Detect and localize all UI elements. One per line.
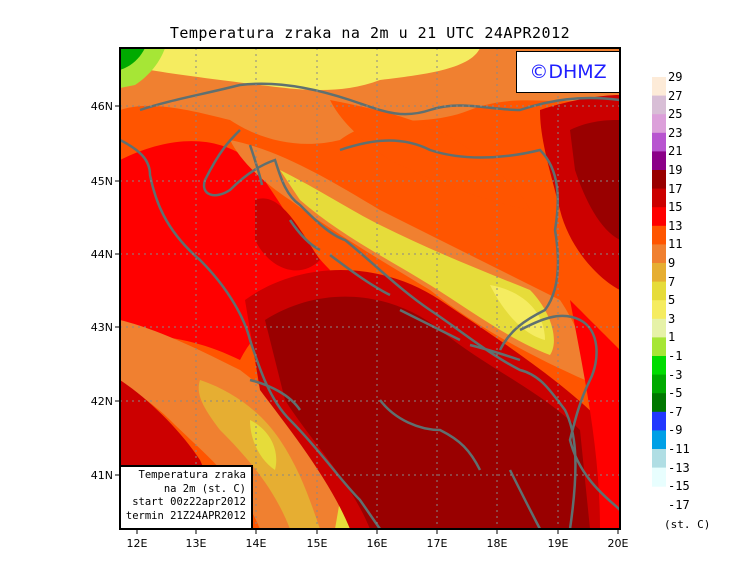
colorbar-label: 15	[668, 200, 683, 215]
colorbar-label: 17	[668, 181, 683, 196]
colorbar-swatch	[652, 170, 666, 190]
lat-tick-label: 45N	[91, 175, 113, 188]
coastline	[120, 82, 620, 529]
colorbar-units: (st. C)	[664, 518, 711, 531]
field-darkest-adriatic	[265, 296, 590, 529]
colorbar-label: 1	[668, 330, 676, 345]
field-green-dark	[120, 48, 145, 70]
colorbar-label: 19	[668, 163, 683, 177]
colorbar-label: 7	[668, 274, 676, 289]
gridlines	[120, 48, 620, 529]
colorbar-label: -1	[668, 349, 683, 363]
field-dinaric-yellow	[280, 170, 554, 355]
lon-tick-label: 16E	[367, 537, 388, 550]
colorbar-label: -5	[668, 386, 683, 401]
coast-albania	[379, 399, 542, 529]
field-dinaric-lightyellow	[490, 285, 545, 340]
lat-tick-label: 42N	[91, 395, 113, 408]
colorbar-label: 29	[668, 70, 683, 84]
lat-tick-label: 41N	[91, 469, 113, 482]
colorbar-swatch	[652, 188, 666, 208]
colorbar-swatch	[652, 77, 666, 97]
colorbar-label: -17	[668, 497, 690, 512]
field-yellow-north	[150, 48, 480, 90]
colorbar-swatch	[652, 318, 666, 338]
lon-tick-label: 13E	[186, 537, 207, 550]
colorbar	[652, 77, 666, 487]
border-north	[139, 82, 620, 116]
colorbar-label: -11	[668, 442, 690, 456]
colorbar-label: 13	[668, 218, 683, 233]
colorbar-swatch	[652, 281, 666, 301]
colorbar-swatch	[652, 300, 666, 320]
islands	[248, 144, 521, 362]
colorbar-swatch	[652, 244, 666, 264]
field-orange-center	[330, 100, 530, 210]
colorbar-swatch	[652, 207, 666, 227]
coast-gargano	[249, 378, 302, 411]
colorbar-swatch	[652, 411, 666, 431]
map-frame	[119, 47, 621, 530]
lon-tick-label: 18E	[487, 537, 508, 550]
field-darkest-east	[570, 120, 620, 240]
lat-tick-label: 46N	[91, 100, 113, 113]
colorbar-swatch	[652, 356, 666, 376]
colorbar-label: -13	[668, 460, 690, 475]
info-line: start 00z22apr2012	[132, 496, 246, 508]
colorbar-label: 3	[668, 311, 676, 326]
lon-tick-label: 15E	[307, 537, 328, 550]
colorbar-label: 21	[668, 144, 683, 159]
colorbar-label: 11	[668, 237, 683, 252]
colorbar-label: -9	[668, 423, 683, 438]
colorbar-swatch	[652, 114, 666, 134]
longitude-axis: 12E 13E 14E 15E 16E 17E 18E 19E 20E	[127, 529, 629, 550]
colorbar-label: -7	[668, 404, 683, 419]
lon-tick-label: 12E	[127, 537, 148, 550]
border-montenegro	[519, 314, 620, 511]
colorbar-label: 23	[668, 125, 683, 140]
lon-tick-label: 19E	[548, 537, 569, 550]
colorbar-swatch	[652, 393, 666, 413]
lat-tick-label: 44N	[91, 248, 113, 261]
colorbar-swatch	[652, 374, 666, 394]
colorbar-swatch	[652, 337, 666, 357]
colorbar-label: -3	[668, 367, 683, 382]
lat-tick-label: 43N	[91, 321, 113, 334]
colorbar-label: 5	[668, 293, 676, 308]
colorbar-swatch	[652, 467, 666, 487]
colorbar-swatch	[652, 225, 666, 245]
field-yellow-italy	[198, 380, 320, 529]
info-line: Temperatura zraka	[138, 469, 246, 481]
dhmz-logo: ©DHMZ	[516, 51, 620, 93]
lon-tick-label: 20E	[608, 537, 629, 550]
field-east-south-red	[570, 300, 620, 529]
colorbar-swatch	[652, 430, 666, 450]
latitude-axis: 46N 45N 44N 43N 42N 41N	[91, 100, 120, 482]
colorbar-label: 25	[668, 107, 683, 122]
field-darkred-istria	[255, 198, 320, 271]
border-bih	[339, 139, 560, 351]
info-box: Temperatura zraka na 2m (st. C) start 00…	[121, 465, 253, 528]
colorbar-swatch	[652, 132, 666, 152]
colorbar-swatch	[652, 263, 666, 283]
coast-italy	[120, 138, 382, 529]
lon-tick-label: 14E	[246, 537, 267, 550]
coast-croatia	[202, 129, 577, 529]
colorbar-swatch	[652, 151, 666, 171]
colorbar-label: 9	[668, 256, 676, 270]
info-line: termin 21Z24APR2012	[125, 509, 246, 522]
info-line: na 2m (st. C)	[163, 482, 246, 495]
colorbar-label: 27	[668, 88, 683, 103]
map-title: Temperatura zraka na 2m u 21 UTC 24APR20…	[169, 24, 571, 42]
colorbar-swatch	[652, 449, 666, 469]
colorbar-label: -15	[668, 479, 690, 494]
colorbar-swatch	[652, 95, 666, 115]
lon-tick-label: 17E	[427, 537, 448, 550]
